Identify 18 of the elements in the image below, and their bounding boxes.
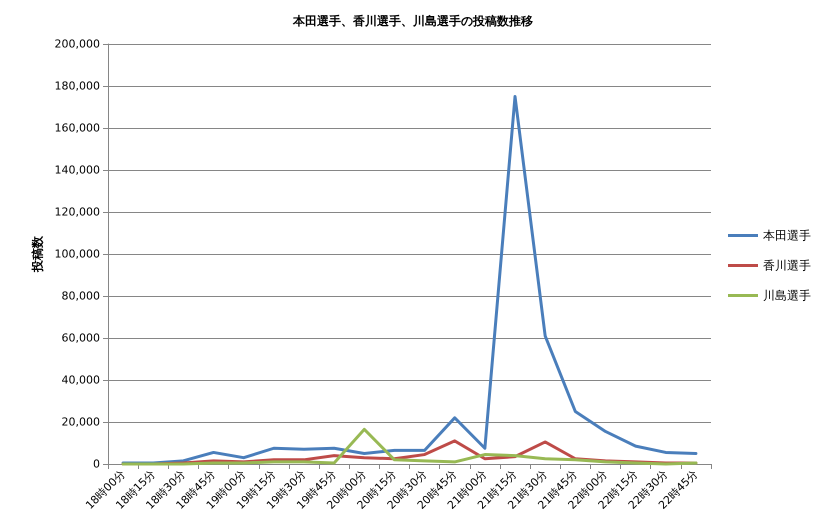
line-series bbox=[122, 95, 698, 464]
legend-label: 本田選手 bbox=[763, 228, 811, 242]
y-tick-label: 60,000 bbox=[62, 332, 100, 344]
y-tick-label: 20,000 bbox=[62, 416, 100, 428]
y-tick-label: 40,000 bbox=[62, 374, 100, 386]
y-tick-label: 180,000 bbox=[54, 80, 100, 92]
y-tick-label: 120,000 bbox=[54, 206, 100, 218]
legend-label: 香川選手 bbox=[763, 258, 811, 272]
y-tick-label: 200,000 bbox=[54, 38, 100, 50]
y-tick-label: 160,000 bbox=[54, 122, 100, 134]
y-tick-label: 100,000 bbox=[54, 248, 100, 260]
y-tick-label: 0 bbox=[93, 458, 100, 470]
legend-label: 川島選手 bbox=[763, 288, 811, 302]
y-tick-label: 140,000 bbox=[54, 164, 100, 176]
y-tick-label: 80,000 bbox=[62, 290, 100, 302]
y-axis-title: 投稿数 bbox=[30, 235, 45, 273]
line-series bbox=[122, 428, 698, 466]
chart-title: 本田選手、香川選手、川島選手の投稿数推移 bbox=[292, 14, 533, 28]
